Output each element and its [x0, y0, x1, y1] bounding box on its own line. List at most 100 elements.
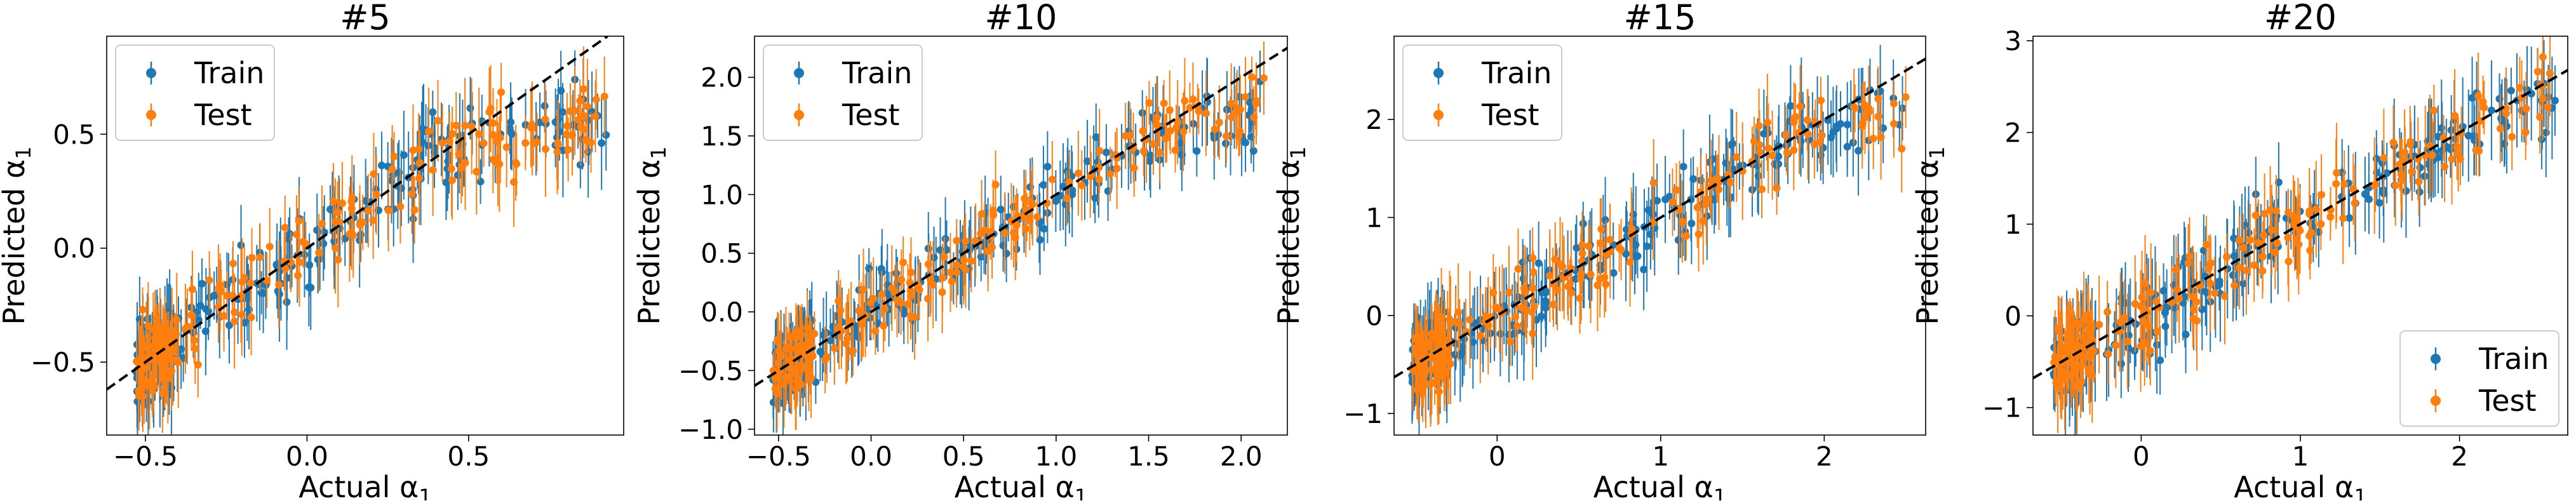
train-point	[243, 294, 252, 302]
test-point	[1818, 131, 1826, 140]
test-point	[2231, 281, 2239, 290]
test-point	[2428, 151, 2436, 159]
test-point	[247, 313, 255, 321]
test-point	[265, 243, 274, 251]
train-point	[892, 269, 901, 278]
test-point	[2050, 358, 2058, 366]
test-point	[448, 130, 457, 138]
test-point	[1773, 184, 1781, 192]
test-point	[334, 255, 342, 264]
train-point	[1040, 225, 1048, 233]
test-point	[893, 295, 901, 304]
test-point	[988, 243, 996, 251]
x-tick-label: 2.0	[1220, 441, 1263, 472]
train-point	[2198, 305, 2206, 314]
test-point	[583, 102, 591, 111]
train-point	[1849, 138, 1857, 147]
test-point	[172, 330, 180, 339]
test-point	[2451, 112, 2459, 120]
test-point	[149, 386, 157, 394]
test-point	[1518, 304, 1526, 312]
test-point	[1522, 288, 1530, 296]
test-point	[256, 253, 264, 262]
test-point	[1150, 140, 1158, 148]
test-point	[1783, 149, 1791, 157]
test-point	[2073, 319, 2081, 327]
test-point	[1804, 130, 1812, 138]
legend-label-test: Test	[842, 98, 900, 132]
train-point	[2415, 188, 2424, 196]
test-point	[2272, 207, 2281, 215]
train-point	[377, 161, 386, 170]
train-point	[2117, 359, 2125, 368]
test-point	[1086, 173, 1094, 181]
test-point	[1902, 93, 1910, 101]
test-point	[2140, 318, 2148, 326]
test-point	[2502, 109, 2510, 117]
test-point	[434, 117, 442, 125]
y-axis-label: Predicted α1	[1271, 146, 1310, 325]
train-point	[2365, 195, 2373, 203]
test-point	[591, 112, 600, 121]
legend-label-train: Train	[2478, 342, 2549, 376]
test-point	[1792, 112, 1800, 121]
train-point	[1827, 133, 1835, 142]
train-point	[816, 347, 824, 356]
test-point	[785, 332, 793, 340]
x-tick-label: 2	[1816, 441, 1833, 472]
test-point	[1130, 164, 1138, 172]
test-point	[577, 123, 585, 131]
train-point	[431, 148, 439, 156]
train-point	[205, 307, 213, 316]
test-point	[1506, 337, 1514, 345]
train-point	[1451, 351, 1459, 359]
test-point	[1505, 288, 1513, 297]
train-point	[319, 239, 328, 248]
test-point	[579, 85, 587, 93]
test-point	[1122, 131, 1130, 140]
test-point	[263, 276, 271, 285]
y-tick-label: 0	[2004, 300, 2022, 332]
y-tick-label: 0.0	[701, 297, 743, 328]
test-point	[782, 375, 790, 383]
test-point	[1701, 201, 1710, 209]
plot-area	[107, 36, 610, 435]
test-point	[1476, 332, 1484, 340]
test-point	[1733, 153, 1741, 161]
test-point	[793, 331, 802, 339]
train-point	[419, 125, 427, 133]
train-point	[558, 108, 567, 116]
test-point	[2260, 210, 2269, 218]
test-point	[2474, 92, 2483, 100]
test-point	[315, 248, 323, 257]
test-point	[554, 140, 562, 149]
train-point	[2182, 330, 2190, 339]
y-tick-label: 2.0	[701, 62, 743, 93]
y-tick-label: 2	[1365, 104, 1383, 135]
test-point	[1074, 169, 1082, 177]
train-point	[2156, 356, 2164, 365]
test-point	[2175, 295, 2184, 303]
test-point	[1672, 186, 1680, 194]
train-point	[1632, 241, 1640, 249]
test-point	[1028, 200, 1036, 208]
test-point	[2333, 169, 2341, 177]
test-point	[1755, 141, 1764, 149]
test-point	[1163, 133, 1171, 142]
test-point	[1512, 313, 1520, 321]
train-point	[1092, 133, 1100, 142]
test-point	[1693, 203, 1701, 211]
train-point	[1573, 244, 1581, 252]
test-point	[564, 145, 572, 154]
test-point	[347, 229, 356, 237]
train-point	[1002, 250, 1010, 258]
test-point	[396, 203, 405, 211]
train-point	[1687, 219, 1696, 227]
test-point	[237, 292, 245, 300]
test-point	[2260, 231, 2268, 239]
test-point	[2172, 265, 2180, 274]
train-point	[1146, 157, 1154, 165]
legend-marker-test	[2431, 396, 2441, 406]
